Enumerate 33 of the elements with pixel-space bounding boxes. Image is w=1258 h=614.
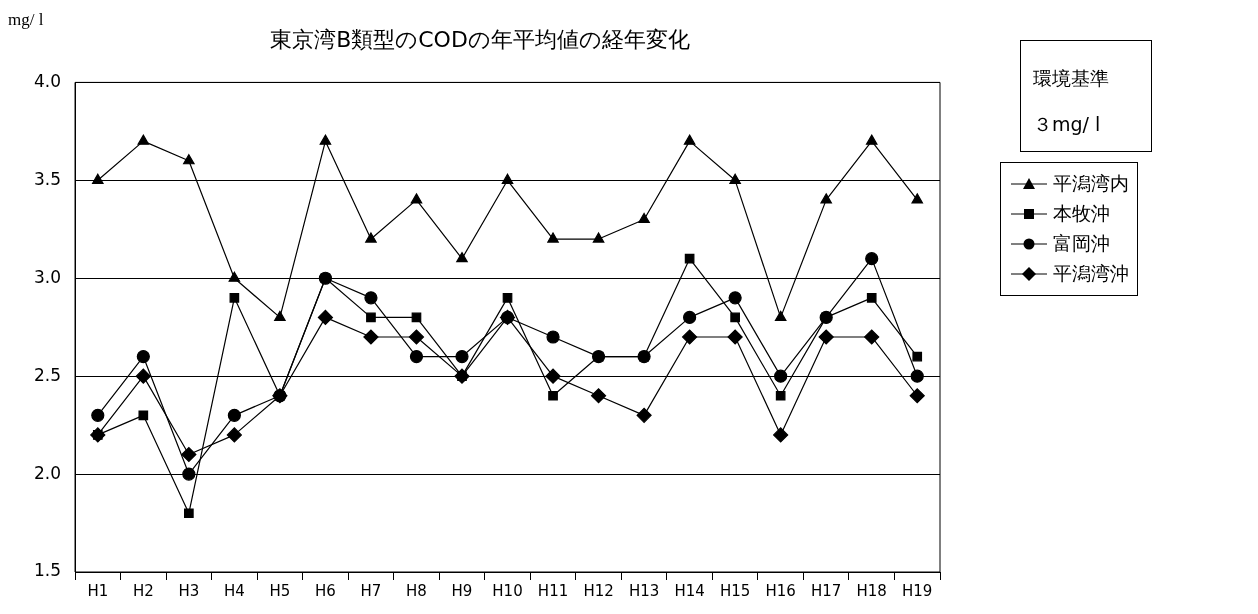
x-tick-label: H6 xyxy=(315,581,336,600)
legend-label: 平潟湾内 xyxy=(1053,171,1129,196)
y-tick-label: 3.5 xyxy=(33,168,62,189)
x-tick-label: H8 xyxy=(406,581,427,600)
x-tick-label: H14 xyxy=(674,581,705,600)
y-tick-label: 2.5 xyxy=(33,364,62,385)
y-axis-title: mg/ l xyxy=(8,10,44,30)
y-tick-label: 2.0 xyxy=(33,462,62,483)
x-tick-label: H18 xyxy=(856,581,887,600)
x-tick-label: H9 xyxy=(451,581,473,600)
text: 環境基準 xyxy=(1033,66,1110,91)
x-tick-label: H13 xyxy=(628,581,660,600)
x-tick-label: H3 xyxy=(178,581,200,600)
x-tick-label: H4 xyxy=(223,581,245,600)
x-tick-label: H10 xyxy=(492,581,523,600)
x-tick-label: H15 xyxy=(719,581,751,600)
y-tick-label: 1.5 xyxy=(33,560,62,581)
x-tick-label: H7 xyxy=(360,581,382,600)
x-tick-label: H1 xyxy=(87,581,109,600)
x-tick-label: H11 xyxy=(537,581,569,600)
y-tick-label: 3.0 xyxy=(33,266,62,287)
x-tick-label: H12 xyxy=(583,581,614,600)
x-tick-label: H5 xyxy=(269,581,291,600)
legend-label: 本牧沖 xyxy=(1053,201,1110,226)
x-tick-label: H17 xyxy=(811,581,842,600)
x-tick-label: H16 xyxy=(765,581,796,600)
chart-title: 東京湾B類型のCODの年平均値の経年変化 xyxy=(270,26,690,52)
y-tick-label: 4.0 xyxy=(33,70,62,91)
x-tick-label: H2 xyxy=(132,581,154,600)
x-tick-label: H19 xyxy=(902,581,933,600)
text: ３mg/ l xyxy=(1033,112,1102,137)
legend-label: 平潟湾沖 xyxy=(1053,261,1129,286)
legend-label: 富岡沖 xyxy=(1053,231,1110,256)
